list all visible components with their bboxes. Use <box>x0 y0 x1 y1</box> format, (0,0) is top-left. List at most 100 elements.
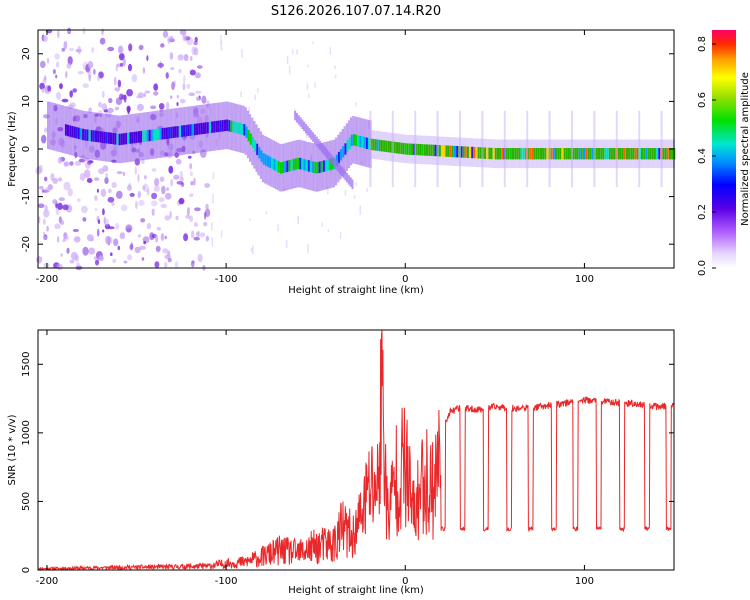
noise-blob <box>111 202 115 206</box>
leakage-spike <box>391 110 394 188</box>
noise-blob <box>105 172 109 179</box>
signal-core <box>77 127 80 140</box>
noise-blob <box>44 127 48 133</box>
noise-streak <box>252 245 254 255</box>
signal-core <box>669 148 671 160</box>
signal-core <box>71 126 74 138</box>
signal-core <box>254 140 257 152</box>
spectrogram-x-label: Height of straight line (km) <box>288 285 424 296</box>
noise-blob <box>162 30 169 38</box>
noise-blob <box>166 187 170 191</box>
noise-blob <box>165 192 172 200</box>
noise-blob <box>126 105 131 113</box>
signal-core <box>509 148 512 160</box>
signal-core <box>288 160 291 172</box>
leakage-spike <box>481 110 484 188</box>
noise-blob <box>63 235 69 242</box>
noise-blob <box>87 60 94 69</box>
signal-core <box>82 128 85 141</box>
noise-blob <box>107 107 114 113</box>
signal-core <box>428 144 431 156</box>
spectrogram-y-tick-label: 20 <box>21 47 32 60</box>
noise-blob <box>186 207 190 216</box>
noise-blob <box>179 176 184 182</box>
noise-blob <box>155 245 161 252</box>
signal-core <box>127 132 130 144</box>
signal-core <box>340 149 343 161</box>
noise-streak <box>286 55 289 64</box>
noise-blob <box>167 250 171 257</box>
signal-core <box>492 147 495 160</box>
noise-blob <box>155 246 161 253</box>
noise-streak <box>292 49 294 55</box>
noise-blob <box>38 185 44 190</box>
noise-streak <box>249 218 251 221</box>
noise-streak <box>334 65 336 70</box>
noise-blob <box>60 220 64 226</box>
signal-core <box>524 148 527 160</box>
signal-core <box>469 146 471 159</box>
noise-blob <box>115 190 123 199</box>
signal-core <box>606 148 609 160</box>
noise-blob <box>87 70 92 79</box>
signal-core <box>512 148 514 160</box>
noise-blob <box>66 247 70 254</box>
echo-track <box>313 134 316 144</box>
noise-blob <box>57 29 60 39</box>
noise-streak <box>334 74 337 79</box>
noise-blob <box>99 37 106 45</box>
noise-blob <box>61 98 69 103</box>
noise-blob <box>175 158 182 165</box>
echo-track <box>296 113 298 123</box>
noise-blob <box>188 92 196 97</box>
echo-track <box>319 140 322 151</box>
snr-x-ticks: -200 -100 0 100 <box>36 330 594 587</box>
noise-blob <box>179 170 184 180</box>
noise-blob <box>55 91 62 100</box>
signal-core <box>479 147 482 159</box>
signal-core <box>604 148 607 160</box>
noise-blob <box>118 53 125 61</box>
signal-core <box>79 128 82 140</box>
signal-core <box>178 125 181 138</box>
signal-core <box>393 141 396 154</box>
noise-blob <box>197 253 203 263</box>
signal-core <box>217 120 220 132</box>
snr-x-tick-label: -100 <box>215 576 238 587</box>
signal-core <box>73 126 76 138</box>
snr-x-tick-label: 100 <box>575 576 594 587</box>
noise-blob <box>43 209 50 218</box>
noise-blob <box>42 218 46 226</box>
signal-core <box>163 127 166 140</box>
echo-track <box>308 128 311 138</box>
colorbar-gradient <box>712 30 736 268</box>
signal-core <box>374 139 377 151</box>
signal-core <box>610 148 613 160</box>
noise-blob <box>93 256 98 261</box>
noise-blob <box>94 195 98 202</box>
noise-blob <box>170 178 174 187</box>
signal-core <box>434 144 437 157</box>
noise-blob <box>82 83 89 88</box>
signal-core <box>84 129 87 141</box>
signal-core <box>507 148 510 160</box>
noise-streak <box>312 41 314 44</box>
noise-blob <box>114 87 121 92</box>
noise-blob <box>169 35 174 40</box>
signal-core <box>602 148 605 160</box>
noise-blob <box>168 165 174 174</box>
noise-streak <box>306 86 309 90</box>
noise-streak <box>339 231 342 239</box>
noise-blob <box>117 245 121 251</box>
noise-blob <box>104 223 111 230</box>
signal-core <box>464 146 467 158</box>
signal-core <box>430 144 433 156</box>
signal-core <box>299 157 302 170</box>
noise-blob <box>50 173 55 182</box>
noise-blob <box>63 232 68 240</box>
noise-streak <box>211 237 213 247</box>
noise-blob <box>54 53 60 60</box>
echo-track <box>321 143 324 153</box>
noise-blob <box>193 236 200 241</box>
